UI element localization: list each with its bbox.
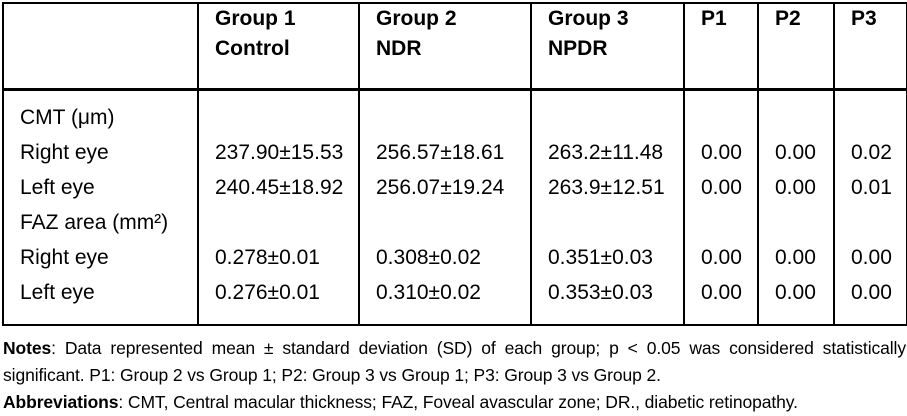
abbreviations-text: : CMT, Central macular thickness; FAZ, F… (118, 391, 798, 412)
header-cell-group3: Group 3 NPDR (530, 3, 684, 91)
data-cell (197, 204, 359, 240)
header-cell-group2: Group 2 NDR (358, 3, 531, 91)
header-line: P2 (775, 7, 801, 30)
header-line: Group 1 (215, 7, 296, 30)
data-cell (530, 204, 684, 240)
row-label-cell: Left eye (20, 280, 95, 304)
data-cell: 0.351±0.03 (530, 239, 684, 275)
table-footnotes: Notes: Data represented mean ± standard … (2, 335, 907, 416)
data-cell (358, 204, 531, 240)
row-label-cell: Right eye (20, 245, 109, 269)
header-line: NDR (376, 37, 422, 60)
header-row: Group 1 Control Group 2 NDR Group 3 NPDR… (3, 3, 907, 91)
header-cell-p2: P2 (757, 3, 834, 91)
header-line: P3 (851, 7, 877, 30)
data-cell: 0.00 (683, 274, 758, 325)
table-header: Group 1 Control Group 2 NDR Group 3 NPDR… (3, 3, 907, 91)
data-cell: 263.9±12.51 (530, 169, 684, 205)
data-cell: 0.353±0.03 (530, 274, 684, 325)
row-label-cell: Left eye (20, 175, 95, 199)
data-cell: 237.90±15.53 (197, 134, 359, 170)
data-cell: 0.276±0.01 (197, 274, 359, 325)
header-line: Group 3 (548, 7, 629, 30)
table-row-cmt-right-eye: Right eye 237.90±15.53 256.57±18.61 263.… (3, 134, 907, 170)
table-row-faz-right-eye: Right eye 0.278±0.01 0.308±0.02 0.351±0.… (3, 239, 907, 275)
header-cell-empty (3, 3, 198, 91)
table-row-faz-left-eye: Left eye 0.276±0.01 0.310±0.02 0.353±0.0… (3, 274, 907, 325)
notes-label: Notes (3, 337, 52, 358)
results-table: Group 1 Control Group 2 NDR Group 3 NPDR… (2, 2, 907, 326)
table-row-cmt-section: CMT (μm) (3, 89, 907, 135)
data-cell: 256.57±18.61 (358, 134, 531, 170)
row-label-cell: CMT (μm) (20, 105, 115, 129)
data-cell: 0.00 (757, 274, 834, 325)
row-label-cell: Right eye (20, 140, 109, 164)
data-cell (757, 89, 834, 135)
data-cell: 0.01 (833, 169, 907, 205)
data-cell: 0.00 (757, 169, 834, 205)
data-cell: 263.2±11.48 (530, 134, 684, 170)
table-row-faz-section: FAZ area (mm²) (3, 204, 907, 240)
data-cell (683, 89, 758, 135)
header-cell-group1: Group 1 Control (197, 3, 359, 91)
data-cell (358, 89, 531, 135)
data-cell: 0.00 (683, 134, 758, 170)
data-cell (683, 204, 758, 240)
data-cell: 256.07±19.24 (358, 169, 531, 205)
abbreviations-label: Abbreviations (3, 391, 119, 412)
header-line: P1 (701, 7, 727, 30)
data-cell: 0.278±0.01 (197, 239, 359, 275)
data-cell: 240.45±18.92 (197, 169, 359, 205)
data-cell: 0.00 (757, 134, 834, 170)
header-line: Control (215, 37, 290, 60)
data-cell (833, 89, 907, 135)
notes-text: : Data represented mean ± standard devia… (3, 337, 906, 385)
data-cell: 0.00 (833, 239, 907, 275)
data-cell (197, 89, 359, 135)
data-cell (757, 204, 834, 240)
table-body: CMT (μm) Right eye 237.90±15.53 256.57±1… (3, 89, 907, 325)
data-cell: 0.310±0.02 (358, 274, 531, 325)
data-cell: 0.00 (683, 169, 758, 205)
header-line: NPDR (548, 37, 608, 60)
data-cell: 0.308±0.02 (358, 239, 531, 275)
abbreviations-paragraph: Abbreviations: CMT, Central macular thic… (3, 389, 906, 416)
data-cell: 0.00 (833, 274, 907, 325)
data-cell: 0.00 (757, 239, 834, 275)
header-line: Group 2 (376, 7, 457, 30)
data-cell (530, 89, 684, 135)
notes-paragraph: Notes: Data represented mean ± standard … (3, 335, 906, 389)
data-cell (833, 204, 907, 240)
row-label-cell: FAZ area (mm²) (20, 210, 169, 234)
header-cell-p3: P3 (833, 3, 907, 91)
data-cell: 0.02 (833, 134, 907, 170)
header-cell-p1: P1 (683, 3, 758, 91)
table-row-cmt-left-eye: Left eye 240.45±18.92 256.07±19.24 263.9… (3, 169, 907, 205)
data-cell: 0.00 (683, 239, 758, 275)
